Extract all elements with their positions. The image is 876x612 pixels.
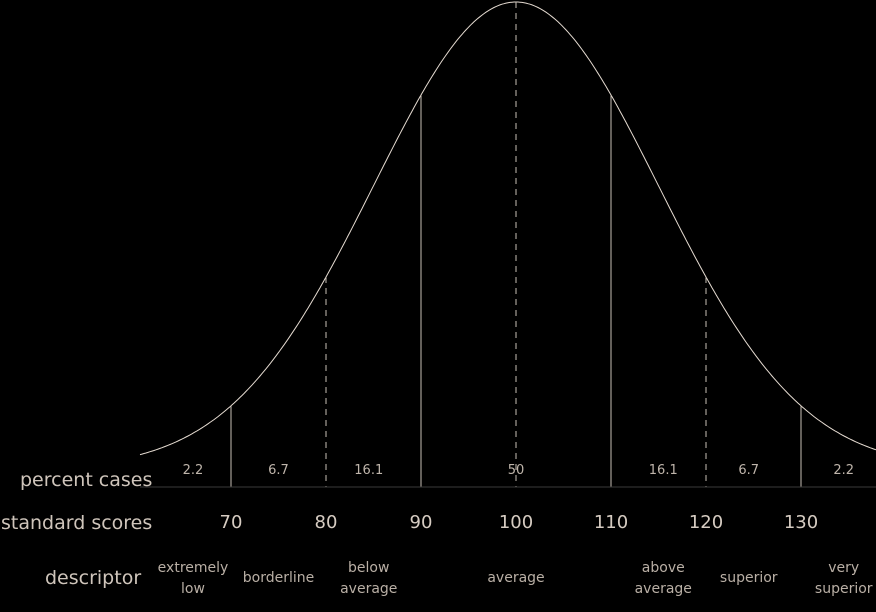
score-tick-90: 90 (409, 512, 433, 533)
descriptor-2: below average (340, 560, 398, 597)
percent-value-1: 6.7 (268, 463, 289, 478)
descriptor-6: very superior (814, 560, 873, 597)
descriptor-label: descriptor (45, 567, 142, 589)
percent-value-0: 2.2 (182, 463, 204, 478)
percent-cases-label: percent cases (20, 469, 153, 491)
score-tick-120: 120 (688, 512, 724, 533)
descriptor-3: average (487, 570, 545, 586)
percent-value-3: 50 (507, 463, 525, 478)
score-tick-110: 110 (593, 512, 629, 533)
descriptor-1: borderline (242, 570, 315, 586)
descriptor-4: above average (634, 560, 692, 597)
descriptor-0: extremely low (157, 560, 229, 597)
score-tick-100: 100 (498, 512, 534, 533)
percent-value-5: 6.7 (738, 463, 760, 478)
score-tick-70: 70 (219, 512, 243, 533)
percent-value-4: 16.1 (648, 463, 678, 478)
divider-lines (230, 2, 802, 487)
score-tick-80: 80 (314, 512, 338, 533)
score-tick-130: 130 (783, 512, 819, 533)
percent-value-6: 2.2 (833, 463, 855, 478)
percent-value-2: 16.1 (354, 463, 384, 478)
standard-scores-label: standard scores (1, 512, 153, 534)
bell-curve (139, 1, 876, 456)
descriptor-5: superior (719, 570, 778, 586)
